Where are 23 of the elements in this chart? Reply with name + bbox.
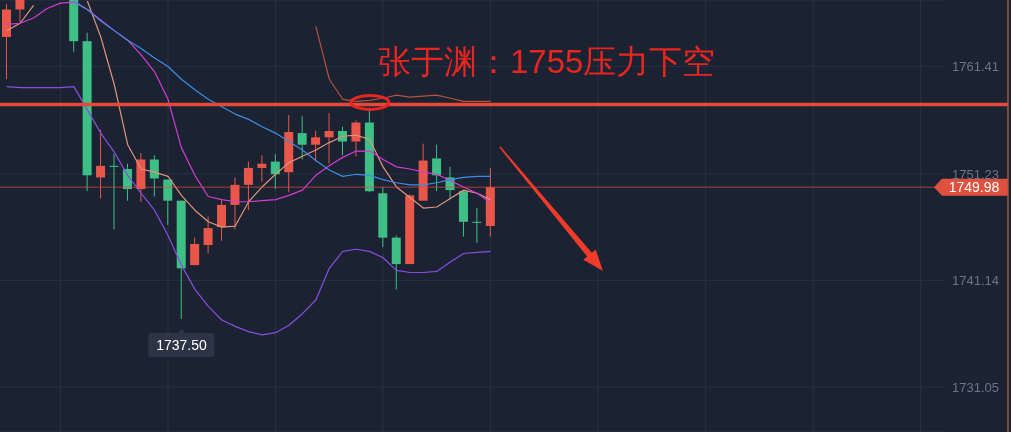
candlestick: [109, 153, 119, 230]
annotation: 1737.50: [156, 336, 207, 353]
candlestick: [257, 154, 267, 183]
candlestick: [15, 0, 25, 23]
y-tick-label: 1731.05: [952, 379, 999, 395]
candlestick: [311, 130, 321, 163]
candlestick: [203, 216, 213, 254]
candlestick: [217, 199, 227, 242]
candlestick: [472, 207, 482, 244]
candlestick: [149, 154, 159, 197]
y-tick-label: 1761.41: [952, 59, 999, 75]
candlestick: [190, 237, 200, 266]
candlestick: [163, 179, 173, 226]
candlestick: [432, 144, 442, 192]
candlestick: [351, 119, 361, 157]
candlestick: [297, 115, 307, 160]
candlestick: [324, 112, 334, 165]
ref-line-label: 1749.98: [948, 179, 1000, 196]
y-tick-label: 1751.23: [952, 166, 999, 182]
line-series: [6, 86, 492, 336]
line-series: [315, 25, 492, 102]
text: 张于渊：1755压力下空: [378, 43, 716, 80]
y-tick-label: 1741.14: [952, 273, 999, 289]
